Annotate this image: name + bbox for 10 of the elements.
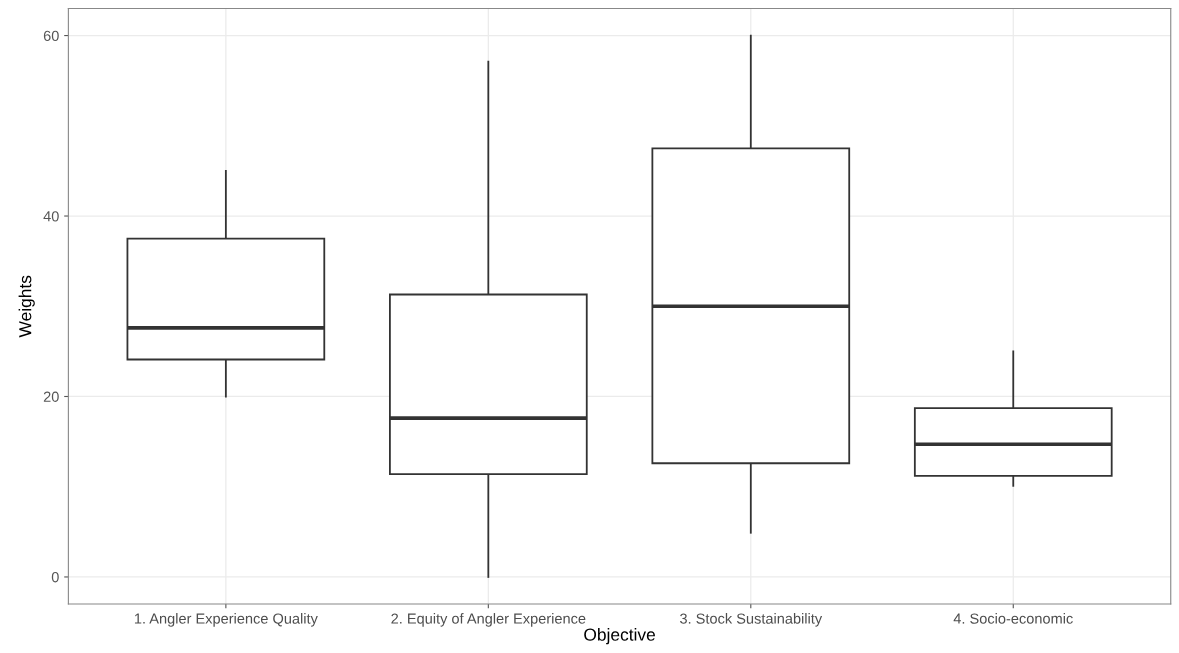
y-tick-label: 20 <box>43 391 59 402</box>
y-axis-title: Weights <box>18 275 35 338</box>
y-tick-label: 0 <box>51 572 59 583</box>
x-tick-label: 2. Equity of Angler Experience <box>391 613 586 627</box>
y-tick-label: 40 <box>43 211 59 222</box>
x-axis-title: Objective <box>584 628 655 645</box>
x-tick-label: 1. Angler Experience Quality <box>134 613 318 627</box>
x-tick-label: 4. Socio-economic <box>953 613 1073 624</box>
x-tick-label: 3. Stock Sustainability <box>680 613 823 627</box>
y-tick-label: 60 <box>43 30 59 41</box>
